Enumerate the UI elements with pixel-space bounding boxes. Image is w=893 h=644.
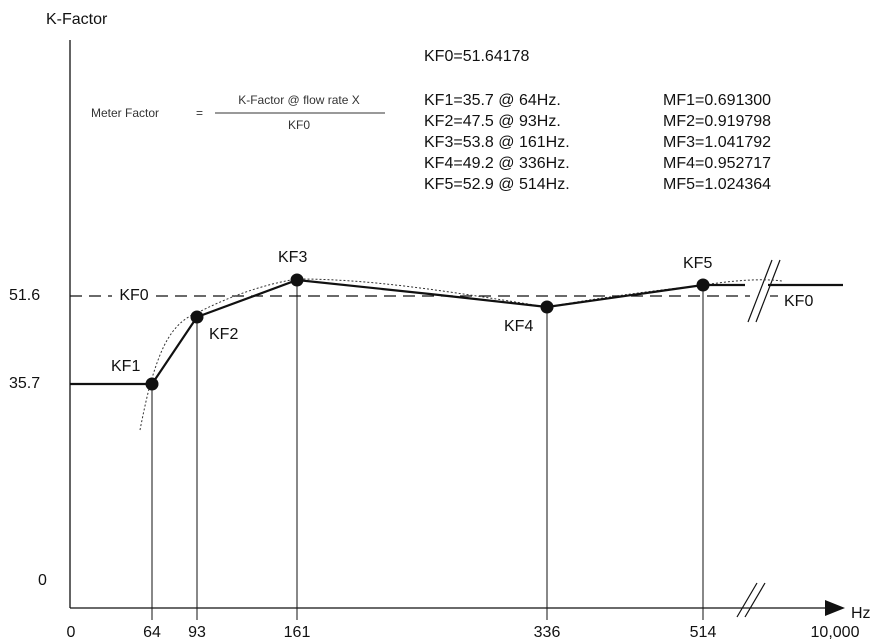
mf3-text: MF3=1.041792 — [663, 134, 771, 151]
mf2-text: MF2=0.919798 — [663, 113, 771, 130]
x-tick-label-161: 161 — [284, 624, 311, 641]
k-factor-series-line — [70, 278, 745, 386]
marker-kf2 — [190, 310, 204, 324]
x-axis-label: Hz — [851, 605, 871, 622]
kf0-value-text: KF0=51.64178 — [424, 48, 530, 65]
kf0-line-label-right: KF0 — [784, 293, 813, 310]
kf5-text: KF5=52.9 @ 514Hz. — [424, 176, 570, 193]
x-axis-break-mark — [736, 582, 766, 618]
x-axis-arrowhead — [825, 600, 845, 616]
x-tick-label-514: 514 — [690, 624, 717, 641]
marker-kf1 — [145, 377, 159, 391]
x-tick-label-0: 0 — [67, 624, 76, 641]
formula-denominator: KF0 — [288, 118, 310, 132]
formula-lhs: Meter Factor — [91, 106, 159, 120]
kf0-line-label-left: KF0 — [119, 287, 148, 304]
point-label-kf1: KF1 — [111, 358, 140, 375]
mf1-text: MF1=0.691300 — [663, 92, 771, 109]
point-label-kf3: KF3 — [278, 249, 307, 266]
mf4-text: MF4=0.952717 — [663, 155, 771, 172]
y-tick-label-0: 0 — [38, 572, 47, 589]
formula-numerator: K-Factor @ flow rate X — [238, 93, 360, 107]
mf5-text: MF5=1.024364 — [663, 176, 771, 193]
x-tick-label-10000: 10,000 — [811, 624, 860, 641]
kf4-text: KF4=49.2 @ 336Hz. — [424, 155, 570, 172]
marker-kf4 — [540, 300, 554, 314]
point-label-kf4: KF4 — [504, 318, 533, 335]
y-tick-label-51-6: 51.6 — [9, 287, 40, 304]
formula-equals: = — [196, 106, 203, 120]
kf0-line-break-mark — [747, 259, 781, 323]
kf3-text: KF3=53.8 @ 161Hz. — [424, 134, 570, 151]
kf-values-table: KF1=35.7 @ 64Hz. KF2=47.5 @ 93Hz. KF3=53… — [424, 92, 771, 193]
point-label-kf2: KF2 — [209, 326, 238, 343]
point-label-kf5: KF5 — [683, 255, 712, 272]
y-axis-label: K-Factor — [46, 11, 108, 28]
kf1-text: KF1=35.7 @ 64Hz. — [424, 92, 561, 109]
x-tick-label-93: 93 — [188, 624, 206, 641]
x-tick-label-336: 336 — [534, 624, 561, 641]
drop-lines — [151, 280, 704, 620]
marker-kf3 — [290, 273, 304, 287]
y-tick-label-35-7: 35.7 — [9, 375, 40, 392]
x-tick-label-64: 64 — [143, 624, 161, 641]
meter-factor-formula: Meter Factor = K-Factor @ flow rate X KF… — [91, 93, 385, 132]
marker-kf5 — [696, 278, 710, 292]
kf2-text: KF2=47.5 @ 93Hz. — [424, 113, 561, 130]
